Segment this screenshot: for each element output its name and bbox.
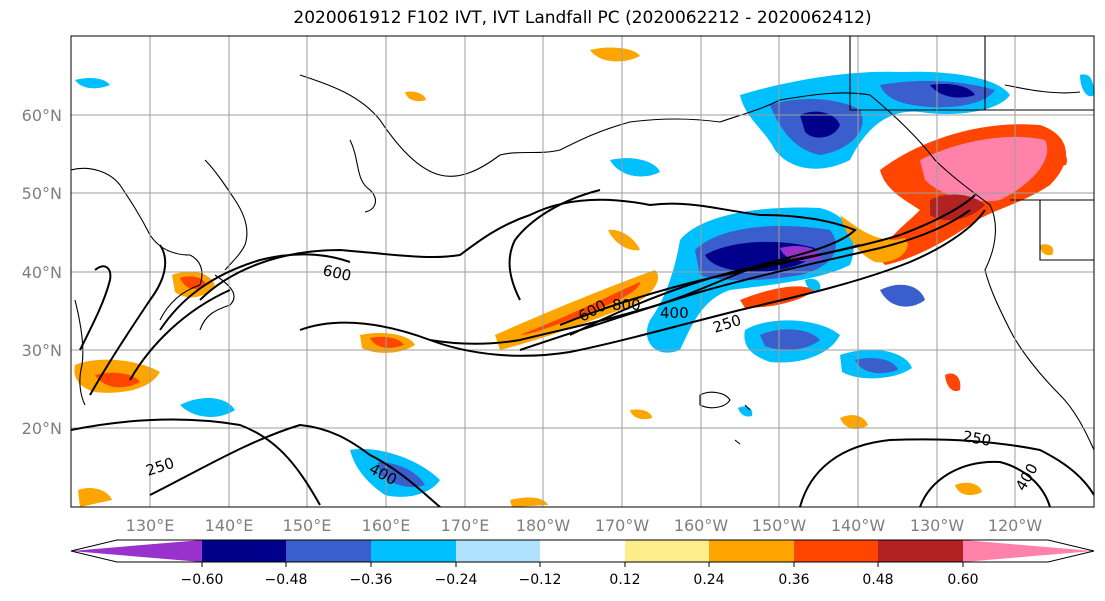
colorbar-segment (794, 540, 878, 562)
colorbar-segment (371, 540, 456, 562)
colorbar-segments (71, 540, 1094, 562)
contour-600-outer (199, 198, 857, 345)
colorbar: −0.60 −0.48 −0.36 −0.24 −0.12 0.12 0.24 … (70, 539, 1095, 588)
colorbar-segment (71, 540, 202, 562)
colorbar-segment (286, 540, 371, 562)
lon-tick-label: 160°W (674, 516, 729, 535)
lon-tick-label: 140°E (205, 516, 254, 535)
colorbar-tick-label: 0.24 (693, 572, 724, 588)
lat-tick-label: 30°N (22, 341, 62, 360)
colorbar-tick-label: 0.48 (862, 572, 893, 588)
lon-tick-label: 150°E (283, 516, 332, 535)
colorbar-segment (963, 540, 1094, 562)
colorbar-segment (540, 540, 625, 562)
lon-tick-label: 160°E (362, 516, 411, 535)
contour-label: 250 (961, 427, 992, 450)
lon-tick-label: 180°W (516, 516, 571, 535)
colorbar-tick-label: −0.12 (519, 572, 562, 588)
colorbar-tick-label: −0.60 (181, 572, 224, 588)
coastlines (71, 36, 1094, 451)
colorbar-segment (878, 540, 963, 562)
lat-tick-labels: 60°N 50°N 40°N 30°N 20°N (22, 106, 62, 438)
lat-tick-label: 40°N (22, 263, 62, 282)
colorbar-tick-label: −0.24 (435, 572, 478, 588)
ivt-contours (71, 189, 1094, 507)
colorbar-tick-labels: −0.60 −0.48 −0.36 −0.24 −0.12 0.12 0.24 … (181, 572, 979, 588)
map-frame (70, 35, 1095, 508)
colorbar-tick-label: −0.48 (265, 572, 308, 588)
lon-tick-label: 120°W (988, 516, 1043, 535)
graticule (71, 36, 1094, 507)
contour-250 (299, 209, 986, 357)
colorbar-tick-label: 0.60 (947, 572, 978, 588)
colorbar-segment (202, 540, 286, 562)
colorbar-tick-label: −0.36 (350, 572, 393, 588)
lon-tick-label: 150°W (752, 516, 807, 535)
contour-250-east (799, 438, 1094, 507)
contour-label: 800 (612, 296, 641, 314)
contour-label: 600 (321, 261, 353, 285)
colorbar-tick-label: 0.36 (778, 572, 809, 588)
colorbar-segment (625, 540, 709, 562)
colorbar-outline (70, 539, 1095, 563)
colorbar-segment (709, 540, 794, 562)
contour-800 (559, 244, 861, 326)
lon-tick-label: 130°W (910, 516, 965, 535)
lon-tick-label: 170°E (441, 516, 490, 535)
lon-tick-label: 170°W (595, 516, 650, 535)
colorbar-segment (456, 540, 540, 562)
lon-tick-label: 130°E (126, 516, 175, 535)
colorbar-tick-label: 0.12 (609, 572, 640, 588)
lon-tick-label: 140°W (831, 516, 886, 535)
contour-400 (519, 209, 971, 351)
colorbar-ticks (201, 562, 964, 567)
lat-tick-label: 20°N (22, 419, 62, 438)
figure-title: 2020061912 F102 IVT, IVT Landfall PC (20… (293, 8, 872, 28)
lat-tick-label: 50°N (22, 184, 62, 203)
lon-tick-labels: 130°E 140°E 150°E 160°E 170°E 180°W 170°… (126, 516, 1043, 535)
contour-label: 400 (660, 304, 689, 322)
lat-tick-label: 60°N (22, 106, 62, 125)
